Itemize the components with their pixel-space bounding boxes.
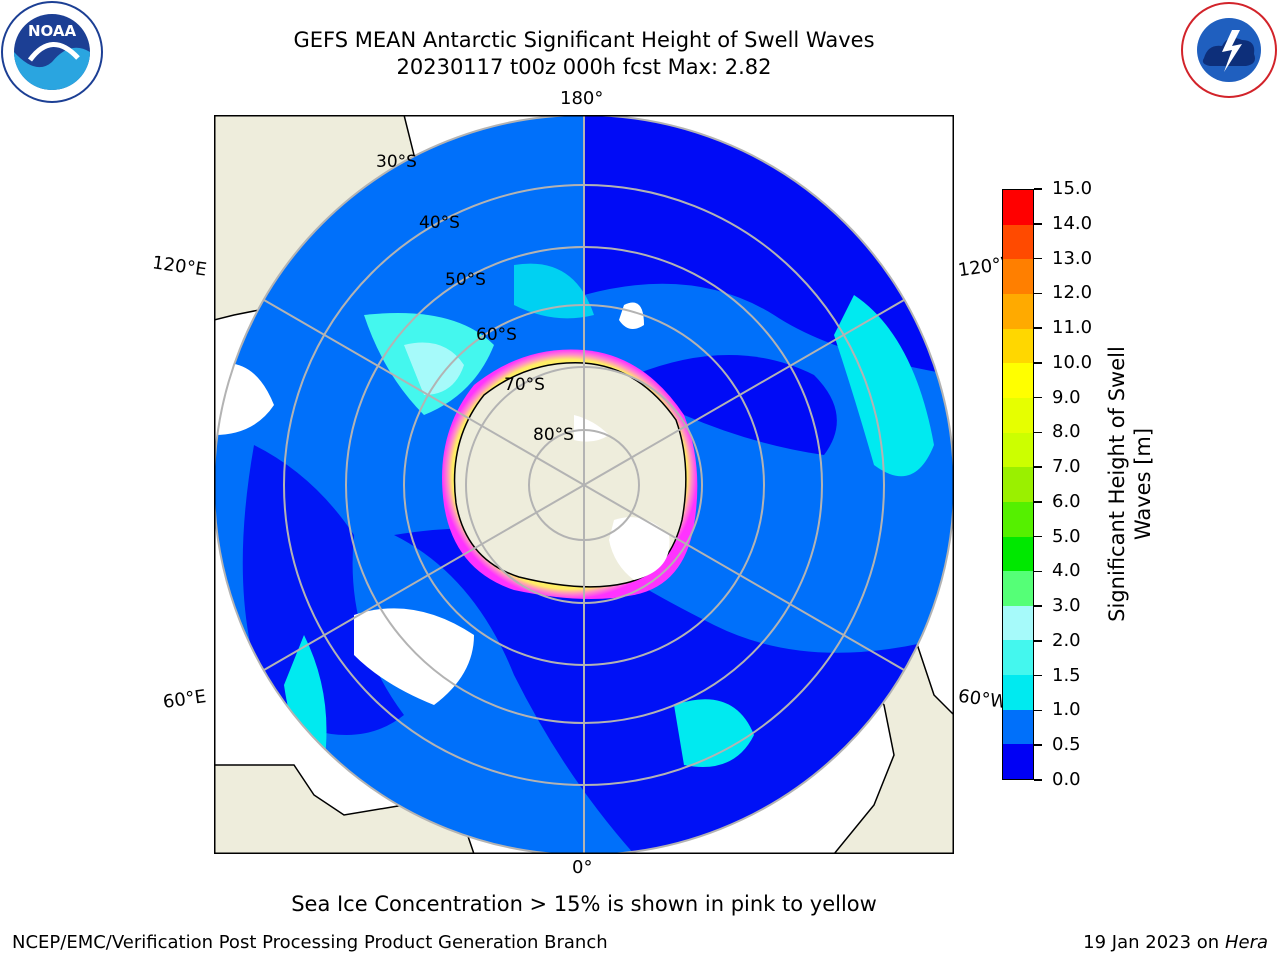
colorbar-tick [1034, 709, 1042, 712]
colorbar-segment [1003, 259, 1033, 295]
colorbar-tick [1034, 535, 1042, 538]
meridians [263, 115, 905, 854]
colorbar-segment [1003, 190, 1033, 225]
colorbar-segment [1003, 432, 1033, 468]
colorbar-tick-label: 15.0 [1052, 178, 1093, 199]
colorbar-tick-label: 4.0 [1052, 560, 1081, 582]
colorbar-tick [1034, 744, 1042, 746]
polar-map [214, 115, 954, 854]
colorbar-tick [1034, 292, 1042, 295]
colorbar-segment [1003, 467, 1033, 502]
colorbar-tick-label: 5.0 [1052, 525, 1081, 547]
colorbar-segment [1003, 709, 1033, 745]
lon-label-0: 0° [572, 857, 593, 878]
colorbar-tick-label: 3.0 [1052, 595, 1081, 617]
colorbar-tick-label: 12.0 [1052, 282, 1093, 304]
colorbar-segment [1003, 536, 1033, 572]
colorbar-tick [1034, 362, 1042, 364]
colorbar-tick-label: 1.5 [1052, 664, 1081, 686]
colorbar-segment [1003, 363, 1033, 398]
colorbar-segment [1003, 224, 1033, 260]
colorbar-tick [1034, 431, 1042, 434]
colorbar-tick [1034, 570, 1042, 573]
footer-credit: NCEP/EMC/Verification Post Processing Pr… [12, 932, 608, 953]
colorbar-tick [1034, 640, 1042, 642]
footer-date: 19 Jan 2023 on Hera [1083, 932, 1268, 954]
colorbar-tick [1034, 396, 1042, 399]
colorbar-tick-label: 2.0 [1052, 629, 1081, 651]
lat-label-60s: 60°S [476, 325, 517, 345]
colorbar-segment [1003, 640, 1033, 676]
colorbar-tick [1034, 223, 1042, 225]
lat-label-80s: 80°S [533, 425, 574, 445]
colorbar-tick-label: 0.0 [1052, 769, 1081, 790]
colorbar [1002, 189, 1034, 780]
colorbar-tick [1034, 466, 1042, 468]
colorbar-segment [1003, 675, 1033, 710]
colorbar-segment [1003, 744, 1033, 779]
ice-shelf-ross [574, 415, 609, 442]
colorbar-tick-label: 9.0 [1052, 386, 1081, 408]
map-title: GEFS MEAN Antarctic Significant Height o… [293, 28, 875, 52]
nws-logo [1181, 2, 1277, 98]
colorbar-segment [1003, 294, 1033, 329]
colorbar-segment [1003, 397, 1033, 433]
colorbar-tick [1034, 257, 1042, 260]
colorbar-tick [1034, 188, 1042, 190]
lat-label-70s: 70°S [504, 375, 545, 395]
colorbar-segment [1003, 571, 1033, 606]
lat-label-50s: 50°S [445, 270, 486, 290]
lon-label-180: 180° [560, 88, 604, 109]
lat-label-30s: 30°S [376, 152, 417, 172]
colorbar-segment [1003, 605, 1033, 641]
colorbar-segment [1003, 328, 1033, 364]
colorbar-tick [1034, 674, 1042, 677]
footer-machine: Hera [1224, 932, 1268, 953]
colorbar-tick [1034, 779, 1042, 781]
colorbar-tick-label: 8.0 [1052, 421, 1081, 443]
noaa-logo: NOAA [1, 1, 103, 103]
map-subtitle: 20230117 t00z 000h fcst Max: 2.82 [396, 55, 772, 79]
footer-date-text: 19 Jan 2023 on [1083, 932, 1225, 953]
colorbar-tick-label: 14.0 [1052, 212, 1093, 234]
noaa-logo-text: NOAA [28, 22, 77, 40]
colorbar-tick [1034, 501, 1042, 503]
colorbar-label: Significant Height of Swell Waves [m] [1104, 304, 1156, 664]
colorbar-tick-label: 11.0 [1052, 317, 1093, 339]
lon-label-120e: 120°E [150, 252, 208, 281]
colorbar-segment [1003, 501, 1033, 537]
colorbar-tick-label: 0.5 [1052, 734, 1081, 756]
colorbar-label-line2: Waves [m] [1131, 427, 1155, 541]
colorbar-label-line1: Significant Height of Swell [1105, 346, 1129, 622]
colorbar-tick-label: 1.0 [1052, 699, 1081, 721]
colorbar-tick-label: 7.0 [1052, 456, 1081, 478]
lon-label-60e: 60°E [161, 686, 208, 713]
sea-ice-note: Sea Ice Concentration > 15% is shown in … [291, 892, 877, 916]
colorbar-tick-label: 10.0 [1052, 351, 1093, 373]
colorbar-tick [1034, 327, 1042, 329]
lat-label-40s: 40°S [419, 213, 460, 233]
colorbar-tick-label: 13.0 [1052, 247, 1093, 269]
map-border [214, 115, 954, 854]
ice-shelf-weddell [609, 517, 670, 580]
colorbar-tick [1034, 605, 1042, 607]
colorbar-tick-label: 6.0 [1052, 490, 1081, 512]
